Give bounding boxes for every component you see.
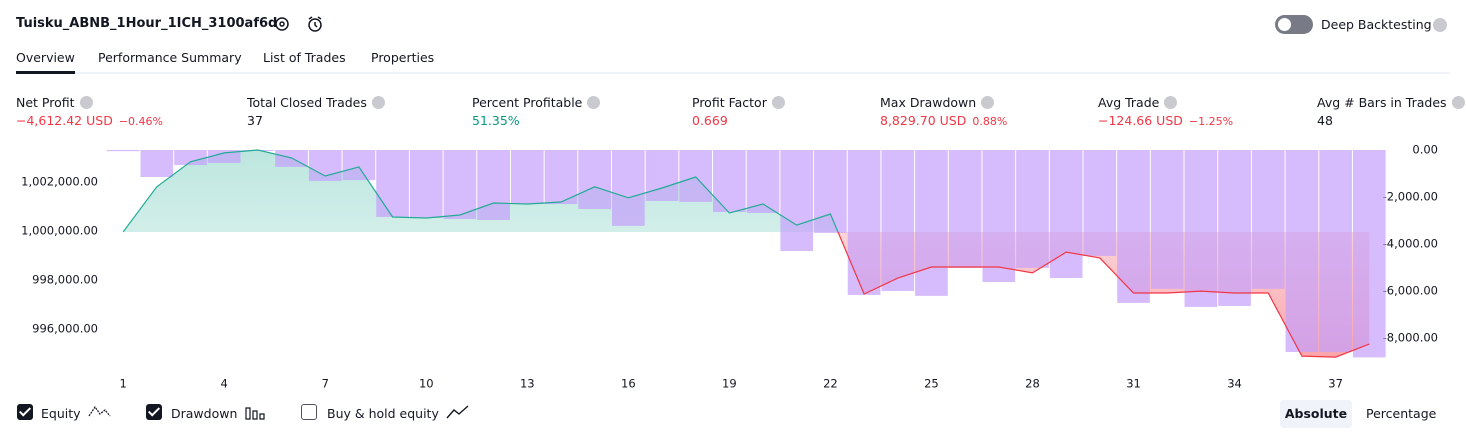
x-tick-label: 34: [1227, 377, 1242, 391]
legend-icon: [446, 405, 469, 419]
drawdown-bar: [1184, 150, 1218, 307]
drawdown-bar: [1285, 150, 1319, 353]
x-tick-label: 22: [823, 377, 838, 391]
equity-line: [123, 231, 1370, 358]
mode-button[interactable]: Percentage: [1366, 406, 1437, 421]
drawdown-bar: [746, 150, 780, 213]
strategy-title: Tuisku_ABNB_1Hour_1ICH_3100af6d: [16, 16, 278, 31]
metric-value: −4,612.42 USD −0.46%: [16, 113, 163, 128]
legend-label: Drawdown: [171, 406, 238, 421]
x-tick-label: 28: [1025, 377, 1040, 391]
drawdown-bar: [477, 150, 510, 220]
drawdown-bar: [611, 150, 645, 226]
drawdown-bar: [443, 150, 477, 220]
y-tick-label: 1,002,000.00: [21, 174, 98, 188]
x-tick-label: 37: [1328, 377, 1343, 391]
metric-label: Net Profit: [16, 95, 93, 110]
metric-label: Avg # Bars in Trades: [1317, 95, 1465, 110]
drawdown-bar: [1352, 150, 1386, 358]
drawdown-bar: [578, 150, 611, 209]
x-tick-label: 10: [419, 377, 434, 391]
y2-tick-label: -8,000.00: [1383, 330, 1438, 344]
toggle[interactable]: [1275, 15, 1313, 34]
drawdown-bar: [948, 150, 982, 268]
legend-icon: [245, 407, 265, 420]
x-tick-label: 19: [722, 377, 737, 391]
x-tick-label: 31: [1126, 377, 1141, 391]
drawdown-bar: [140, 150, 174, 178]
drawdown-bar: [1083, 150, 1117, 256]
deep-backtesting-label: Deep Backtesting: [1321, 17, 1432, 32]
drawdown-bar: [679, 150, 713, 202]
drawdown-bar: [780, 150, 814, 252]
drawdown-bar: [106, 150, 140, 152]
metric-label: Max Drawdown: [880, 95, 995, 110]
y-tick-label: 996,000.00: [32, 322, 98, 336]
drawdown-bar: [510, 150, 544, 205]
drawdown-bar: [1251, 150, 1285, 289]
help-icon[interactable]: [1433, 18, 1447, 32]
drawdown-bar: [376, 150, 409, 217]
tab[interactable]: Performance Summary: [98, 50, 242, 65]
drawdown-bar: [1117, 150, 1150, 303]
metric-value: 48: [1317, 113, 1333, 128]
metric-value: 51.35%: [472, 113, 520, 128]
x-tick-label: 16: [621, 377, 636, 391]
equity-area: [123, 150, 1370, 232]
drawdown-bar: [1049, 150, 1083, 279]
drawdown-bar: [1319, 150, 1352, 353]
drawdown-bar: [1218, 150, 1251, 306]
header-icons[interactable]: [273, 15, 323, 33]
legend-label: Equity: [41, 406, 81, 421]
tab-underline: [16, 71, 75, 74]
metric-label: Avg Trade: [1098, 95, 1178, 110]
metric-value: 37: [247, 113, 263, 128]
metric-label: Profit Factor: [692, 95, 785, 110]
y2-tick-label: -2,000.00: [1383, 189, 1438, 203]
y2-tick-label: 0.00: [1412, 143, 1438, 157]
drawdown-bar: [207, 150, 241, 163]
tab[interactable]: List of Trades: [263, 50, 346, 65]
y2-tick-label: -6,000.00: [1383, 283, 1438, 297]
legend-icon: [88, 405, 111, 417]
tab[interactable]: Properties: [371, 50, 435, 65]
x-tick-label: 1: [119, 377, 126, 391]
checkbox[interactable]: [146, 404, 162, 420]
drawdown-bar: [713, 150, 746, 213]
x-tick-label: 25: [924, 377, 939, 391]
metric-value: −124.66 USD −1.25%: [1098, 113, 1234, 128]
drawdown-bar: [1016, 150, 1049, 268]
x-tick-label: 4: [221, 377, 228, 391]
x-tick-label: 7: [322, 377, 329, 391]
metric-label: Percent Profitable: [472, 95, 601, 110]
drawdown-bar: [814, 150, 847, 233]
equity-line: [122, 149, 839, 232]
drawdown-bar: [881, 150, 915, 291]
drawdown-bar: [645, 150, 679, 201]
drawdown-bar: [409, 150, 443, 218]
metric-label: Total Closed Trades: [247, 95, 385, 110]
y2-tick-label: -4,000.00: [1383, 236, 1438, 250]
tab-rule: [16, 72, 1450, 74]
y-tick-label: 1,000,000.00: [21, 223, 98, 237]
checkbox[interactable]: [17, 404, 33, 420]
drawdown-bar: [544, 150, 578, 205]
checkbox[interactable]: [301, 404, 317, 420]
legend-label: Buy & hold equity: [327, 406, 439, 421]
drawdown-bar: [915, 150, 948, 296]
drawdown-bar: [174, 150, 207, 166]
tab[interactable]: Overview: [16, 50, 75, 65]
mode-button[interactable]: Absolute: [1280, 400, 1352, 428]
drawdown-bar: [342, 150, 376, 181]
x-tick-label: 13: [520, 377, 535, 391]
metric-value: 0.669: [692, 113, 728, 128]
y-tick-label: 998,000.00: [32, 273, 98, 287]
drawdown-bar: [847, 150, 881, 295]
drawdown-bar: [982, 150, 1016, 283]
drawdown-bar: [1150, 150, 1184, 289]
metric-value: 8,829.70 USD 0.88%: [880, 113, 1008, 128]
